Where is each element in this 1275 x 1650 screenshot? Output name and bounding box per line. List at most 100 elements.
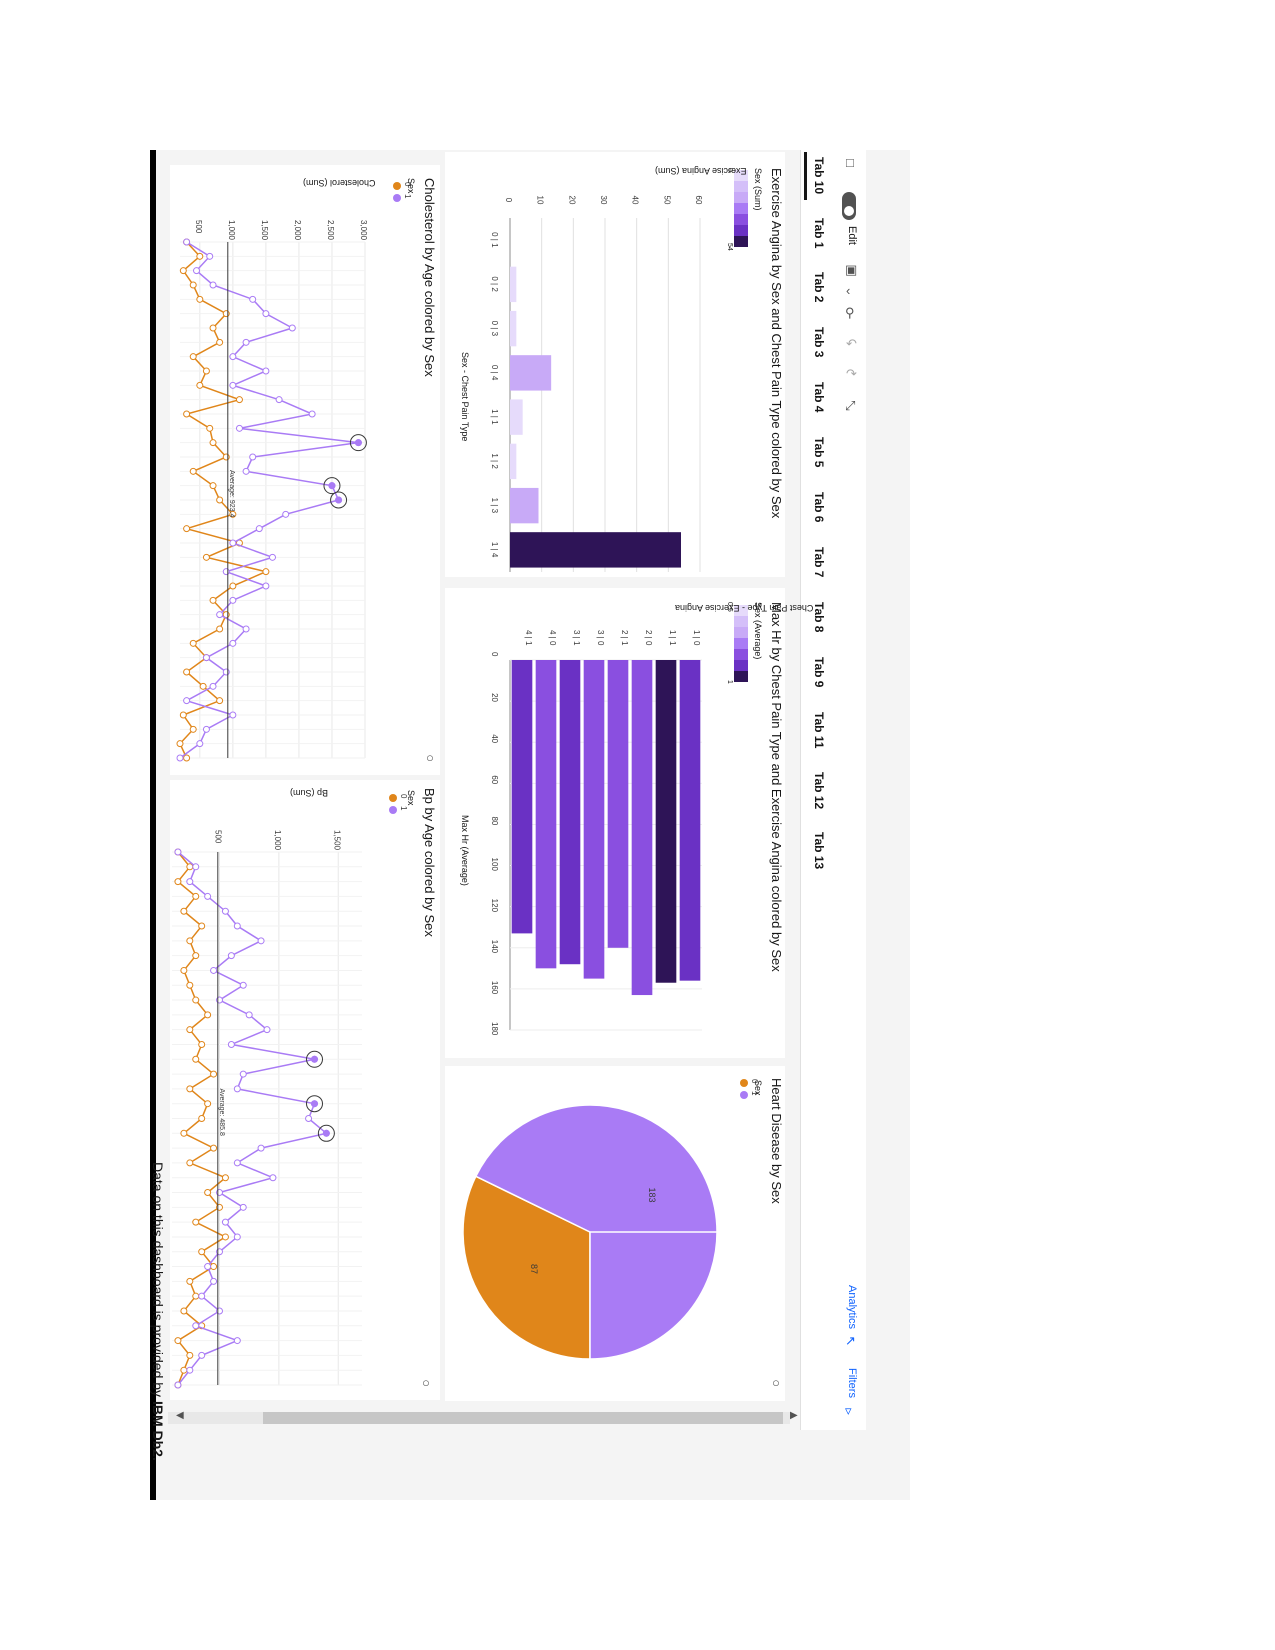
bp-point [186,1085,194,1093]
max-hr-xlabel: Max Hr (Average) [460,815,470,886]
edit-toggle[interactable] [842,192,856,220]
cholesterol-point [288,324,296,332]
max-hr-bar [535,660,557,969]
max-hr-bar [559,660,581,965]
cholesterol-point [209,596,217,604]
cholesterol-legend-dot [393,194,401,202]
cholesterol-point [262,310,270,318]
exercise-angina-bar [510,310,517,347]
back-icon[interactable]: ‹ [846,283,851,298]
exercise-angina-bar [510,532,681,568]
share-icon[interactable]: ⚲ [845,305,855,320]
cholesterol-point [229,381,237,389]
exercise-angina-legend-max: 54 [726,243,733,251]
exercise-angina-legend-swatch [734,236,748,247]
bp-point [221,907,229,915]
bp-point [233,922,241,930]
cholesterol-point [199,682,207,690]
cholesterol-ytick: 2,000 [293,220,302,241]
bp-point [192,892,200,900]
filter-icon[interactable]: ▿ [845,1403,852,1418]
analytics-icon[interactable]: ↗ [845,1333,856,1348]
cholesterol-highlight-point [335,496,343,504]
exercise-angina-legend-swatch [734,214,748,225]
cholesterol-point [189,353,197,361]
max-hr-ylabel: Chest Pain Type - Exercise Angina [675,603,814,613]
bp-point [198,1292,206,1300]
exercise-angina-category: 1 | 2 [490,453,499,469]
exercise-angina-legend-swatch [734,181,748,192]
heart-disease-legend-dot [740,1091,748,1099]
max-hr-legend-swatch [734,627,748,638]
bp-point [221,1233,229,1241]
cholesterol-point [222,310,230,318]
bp-point [263,1026,271,1034]
cholesterol-point [209,682,217,690]
footer-brand: IBM Db2. [150,1400,166,1461]
bp-point [245,1011,253,1019]
exercise-angina-category: 0 | 2 [490,276,499,292]
cholesterol-point [206,252,214,260]
comment-icon[interactable]: □ [846,155,854,170]
max-hr-legend-swatch [734,660,748,671]
cholesterol-point [189,725,197,733]
save-icon[interactable]: ▣ [845,262,858,277]
collapse-icon[interactable]: ⤢ [845,398,856,413]
cholesterol-point [196,381,204,389]
cholesterol-point [282,510,290,518]
bp-point [233,1337,241,1345]
undo-icon[interactable]: ↶ [846,336,857,351]
redo-icon[interactable]: ↷ [846,366,857,381]
bp-point [186,863,194,871]
bp-point [192,863,200,871]
exercise-angina-xlabel: Sex - Chest Pain Type [460,352,470,442]
exercise-angina-bar [510,266,517,303]
scroll-right-icon[interactable]: ▶ [790,1410,798,1421]
cholesterol-highlight [330,491,348,509]
bp-info-icon[interactable]: ○ [422,1375,430,1390]
bp-highlight [306,1050,323,1068]
cholesterol-point [262,367,270,375]
cholesterol-info-icon[interactable]: ○ [426,750,434,765]
scrollbar-thumb[interactable] [263,1412,783,1424]
bp-point [210,1144,218,1152]
bp-point [198,1248,206,1256]
scrollbar-track[interactable] [785,152,795,1422]
heart-disease-info-icon[interactable]: ○ [772,1375,780,1390]
bp-highlight [317,1124,335,1142]
cholesterol-point [216,625,224,633]
bp-point [192,1055,200,1063]
bp-legend-label: 1 [399,806,408,811]
max-hr-xtick: 80 [490,816,499,825]
exercise-angina-title: Exercise Angina by Sex and Chest Pain Ty… [769,168,784,519]
max-hr-category: 2 | 0 [644,630,653,646]
exercise-angina-bar [510,443,517,480]
cholesterol-point [262,582,270,590]
cholesterol-legend-label: 0 [403,182,412,187]
max-hr-bar [679,660,701,981]
exercise-angina-bar [510,487,539,524]
bp-point [198,1351,206,1359]
cholesterol-point [229,711,237,719]
cholesterol-point [308,410,316,418]
footer-prefix: Data on this dashboard is provided by [150,1162,166,1401]
scroll-left-icon[interactable]: ◀ [176,1410,184,1421]
bp-point [174,848,182,856]
bp-point [180,1129,188,1137]
cholesterol-point [229,539,237,547]
bp-point [204,1189,212,1197]
bp-legend-dot [389,794,397,802]
panel-cholesterol [170,165,440,775]
bp-point [180,1307,188,1315]
horizontal-scrollbar[interactable] [168,1412,790,1424]
cholesterol-point [216,697,224,705]
cholesterol-ytick: 500 [194,220,203,234]
cholesterol-point [189,281,197,289]
cholesterol-point [206,424,214,432]
bp-point [233,1085,241,1093]
exercise-angina-category: 0 | 4 [490,365,499,381]
bp-point [204,1263,212,1271]
max-hr-xtick: 60 [490,775,499,784]
cholesterol-point [183,668,191,676]
